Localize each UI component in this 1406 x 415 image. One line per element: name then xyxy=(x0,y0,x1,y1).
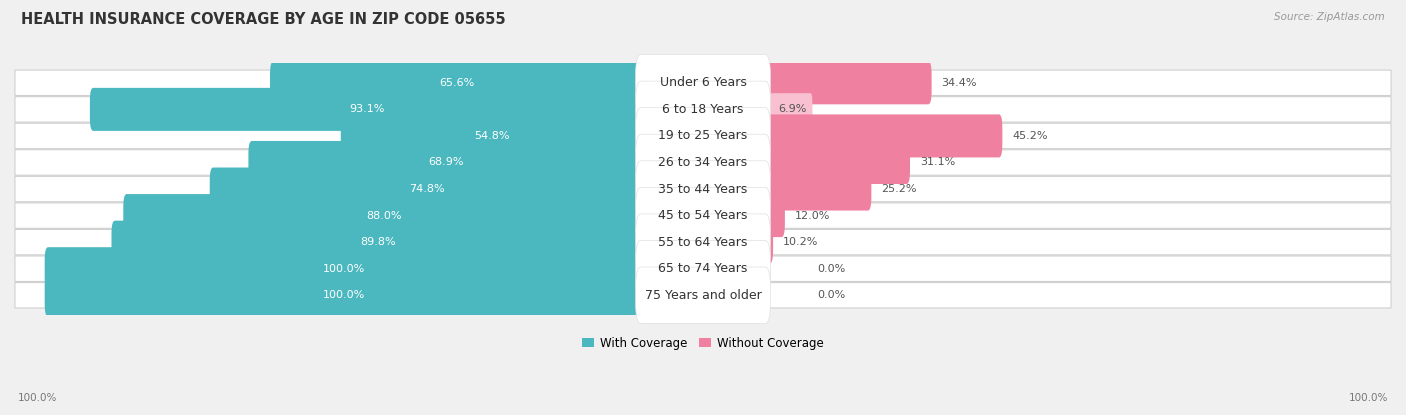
Text: 45.2%: 45.2% xyxy=(1012,131,1047,141)
Text: Under 6 Years: Under 6 Years xyxy=(659,76,747,89)
Text: 35 to 44 Years: 35 to 44 Years xyxy=(658,183,748,195)
Text: 65.6%: 65.6% xyxy=(440,78,475,88)
FancyBboxPatch shape xyxy=(636,187,770,244)
Text: 100.0%: 100.0% xyxy=(18,393,58,403)
FancyBboxPatch shape xyxy=(636,267,770,324)
Text: 31.1%: 31.1% xyxy=(920,157,955,168)
FancyBboxPatch shape xyxy=(762,61,932,104)
Text: 65 to 74 Years: 65 to 74 Years xyxy=(658,262,748,275)
FancyBboxPatch shape xyxy=(90,88,644,131)
FancyBboxPatch shape xyxy=(636,214,770,271)
FancyBboxPatch shape xyxy=(636,81,770,138)
Text: 19 to 25 Years: 19 to 25 Years xyxy=(658,129,748,142)
FancyBboxPatch shape xyxy=(636,107,770,164)
FancyBboxPatch shape xyxy=(636,240,770,297)
FancyBboxPatch shape xyxy=(15,97,1391,122)
FancyBboxPatch shape xyxy=(15,229,1391,255)
FancyBboxPatch shape xyxy=(15,123,1391,149)
FancyBboxPatch shape xyxy=(15,70,1391,95)
FancyBboxPatch shape xyxy=(209,168,644,210)
Text: 89.8%: 89.8% xyxy=(360,237,395,247)
Text: 100.0%: 100.0% xyxy=(1348,393,1388,403)
Legend: With Coverage, Without Coverage: With Coverage, Without Coverage xyxy=(578,332,828,355)
FancyBboxPatch shape xyxy=(15,176,1391,202)
FancyBboxPatch shape xyxy=(15,150,1391,175)
Text: 88.0%: 88.0% xyxy=(366,210,402,221)
Text: 75 Years and older: 75 Years and older xyxy=(644,289,762,302)
Text: 74.8%: 74.8% xyxy=(409,184,444,194)
FancyBboxPatch shape xyxy=(45,274,644,317)
Text: 100.0%: 100.0% xyxy=(323,290,366,300)
Text: 54.8%: 54.8% xyxy=(475,131,510,141)
Text: 34.4%: 34.4% xyxy=(942,78,977,88)
Text: Source: ZipAtlas.com: Source: ZipAtlas.com xyxy=(1274,12,1385,22)
FancyBboxPatch shape xyxy=(15,203,1391,228)
Text: 10.2%: 10.2% xyxy=(783,237,818,247)
Text: 55 to 64 Years: 55 to 64 Years xyxy=(658,236,748,249)
Text: 0.0%: 0.0% xyxy=(818,290,846,300)
FancyBboxPatch shape xyxy=(270,61,644,104)
FancyBboxPatch shape xyxy=(340,115,644,157)
FancyBboxPatch shape xyxy=(636,161,770,217)
Text: 26 to 34 Years: 26 to 34 Years xyxy=(658,156,748,169)
FancyBboxPatch shape xyxy=(111,221,644,264)
FancyBboxPatch shape xyxy=(762,141,910,184)
Text: 68.9%: 68.9% xyxy=(429,157,464,168)
FancyBboxPatch shape xyxy=(124,194,644,237)
FancyBboxPatch shape xyxy=(636,54,770,111)
FancyBboxPatch shape xyxy=(762,168,872,210)
Text: 6 to 18 Years: 6 to 18 Years xyxy=(662,103,744,116)
FancyBboxPatch shape xyxy=(45,247,644,290)
FancyBboxPatch shape xyxy=(763,93,813,126)
FancyBboxPatch shape xyxy=(636,134,770,191)
Text: 100.0%: 100.0% xyxy=(323,264,366,274)
FancyBboxPatch shape xyxy=(15,283,1391,308)
Text: 0.0%: 0.0% xyxy=(818,264,846,274)
Text: 45 to 54 Years: 45 to 54 Years xyxy=(658,209,748,222)
Text: 25.2%: 25.2% xyxy=(882,184,917,194)
Text: 6.9%: 6.9% xyxy=(779,104,807,115)
FancyBboxPatch shape xyxy=(249,141,644,184)
FancyBboxPatch shape xyxy=(762,115,1002,157)
Text: HEALTH INSURANCE COVERAGE BY AGE IN ZIP CODE 05655: HEALTH INSURANCE COVERAGE BY AGE IN ZIP … xyxy=(21,12,506,27)
FancyBboxPatch shape xyxy=(762,194,785,237)
FancyBboxPatch shape xyxy=(15,256,1391,281)
Text: 93.1%: 93.1% xyxy=(349,104,385,115)
Text: 12.0%: 12.0% xyxy=(794,210,830,221)
FancyBboxPatch shape xyxy=(762,221,773,264)
